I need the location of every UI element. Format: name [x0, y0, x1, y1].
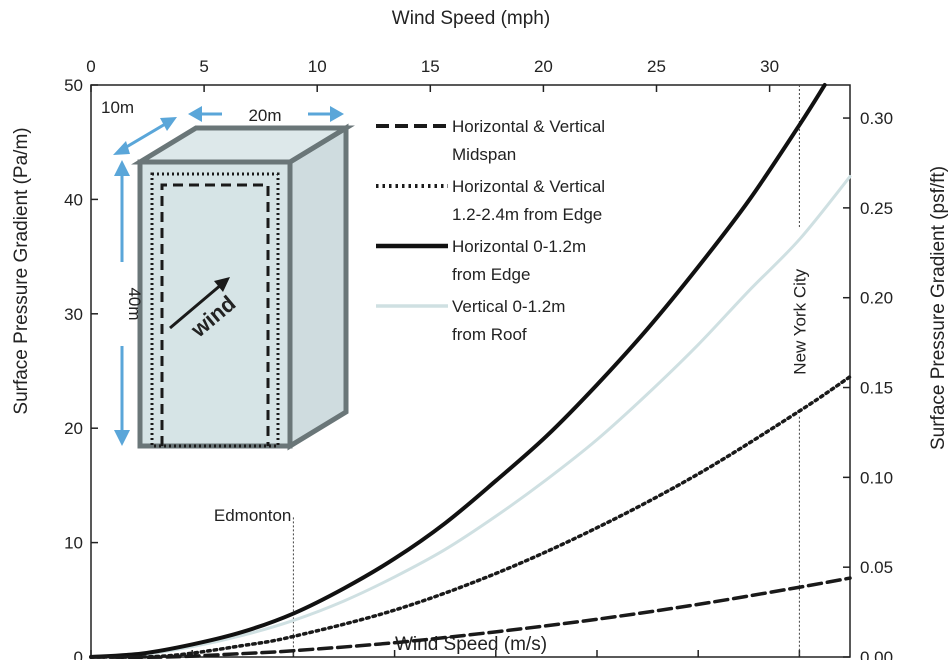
legend: Horizontal & Vertical Midspan Horizontal &… — [376, 117, 605, 344]
width-arrow-head-left — [188, 106, 202, 122]
x2-tick-label: 20 — [534, 57, 553, 76]
x2-tick-label: 25 — [647, 57, 666, 76]
depth-label: 10m — [101, 98, 134, 117]
x2-tick-label: 30 — [760, 57, 779, 76]
nyc-label: New York City — [790, 268, 809, 374]
y2-tick-label: 0.05 — [860, 558, 893, 577]
depth-arrow-head-b — [160, 117, 177, 131]
y2-tick-label: 0.20 — [860, 289, 893, 308]
location-annotations: Edmonton New York City — [214, 85, 809, 657]
building-front-face — [137, 159, 293, 449]
legend-item-edge-1-2-2-4m-label: Horizontal & Vertical — [452, 177, 605, 196]
data-series — [89, 83, 852, 660]
legend-item-horizontal-edge-label: from Edge — [452, 265, 530, 284]
y-tick-label: 50 — [64, 76, 83, 95]
legend-item-vertical-roof-label: from Roof — [452, 325, 527, 344]
width-label: 20m — [248, 106, 281, 125]
wind-arrow — [169, 282, 223, 330]
building-side-face — [287, 123, 349, 451]
x2-tick-label: 10 — [308, 57, 327, 76]
x2-tick-label: 5 — [199, 57, 208, 76]
legend-item-edge-1-2-2-4m-label: 1.2-2.4m from Edge — [452, 205, 602, 224]
depth-arrow-head-a — [113, 141, 130, 155]
y-tick-label: 40 — [64, 190, 83, 209]
plot-frame — [90, 84, 851, 658]
edge-zone-dotted-outline — [150, 172, 280, 448]
wind-arrow-head — [214, 277, 230, 292]
building-inset: 10m 20m 40m wind — [101, 98, 355, 451]
y-tick-label: 0 — [74, 648, 83, 660]
y-tick-label: 20 — [64, 419, 83, 438]
legend-item-midspan-label: Midspan — [452, 145, 516, 164]
height-arrow-head-top — [114, 160, 130, 176]
left-axis-title: Surface Pressure Gradient (Pa/m) — [11, 127, 32, 414]
width-arrow-head-right — [330, 106, 344, 122]
legend-item-vertical-roof-label: Vertical 0-1.2m — [452, 297, 565, 316]
series-edge-1-2-2-4m-line — [89, 374, 852, 659]
y2-tick-label: 0.10 — [860, 468, 893, 487]
y2-tick-label: 0.30 — [860, 109, 893, 128]
y-tick-label: 10 — [64, 534, 83, 553]
legend-item-horizontal-edge-label: Horizontal 0-1.2m — [452, 237, 586, 256]
series-vertical-roof-line — [89, 175, 852, 659]
x2-tick-label: 0 — [86, 57, 95, 76]
bottom-axis-title: Wind Speed (m/s) — [395, 634, 547, 655]
series-horizontal-edge-line — [89, 83, 827, 659]
midspan-dashed-outline — [160, 183, 270, 446]
legend-item-midspan-label: Horizontal & Vertical — [452, 117, 605, 136]
edmonton-label: Edmonton — [214, 506, 292, 525]
y2-tick-label: 0.00 — [860, 648, 893, 660]
series-midspan-line — [89, 576, 852, 660]
y2-tick-label: 0.15 — [860, 379, 893, 398]
y-tick-label: 30 — [64, 305, 83, 324]
axes: 02468101214010203040500510152025300.000.… — [64, 57, 893, 660]
top-axis-title: Wind Speed (mph) — [392, 8, 550, 29]
right-axis-title: Surface Pressure Gradient (psf/ft) — [928, 166, 949, 450]
height-arrow-head-bottom — [114, 430, 130, 446]
height-label: 40m — [125, 287, 144, 320]
y2-tick-label: 0.25 — [860, 199, 893, 218]
x2-tick-label: 15 — [421, 57, 440, 76]
